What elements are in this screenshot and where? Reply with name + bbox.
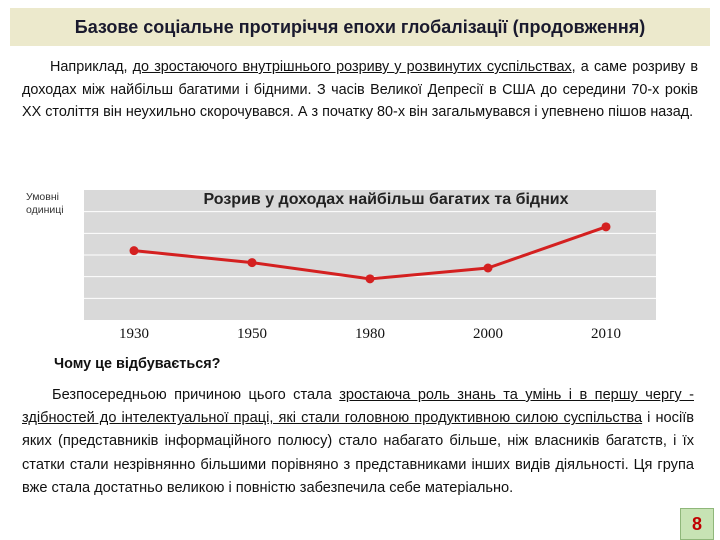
x-tick-label: 1930 [119,326,149,342]
data-point [129,246,139,256]
x-tick-label: 2000 [473,326,503,342]
income-gap-chart: Розрив у доходах найбільш багатих та бід… [20,180,660,352]
x-tick-label: 2010 [591,326,621,342]
intro-underlined: до зростаючого внутрішнього розриву у ро… [132,59,572,75]
chart-svg: Розрив у доходах найбільш багатих та бід… [26,190,656,342]
data-point [365,274,375,284]
y-axis-label: Умовні [26,191,59,203]
answer-underlined: зростаюча роль знань та умінь і в першу … [22,387,694,427]
title-band: Базове соціальне протиріччя епохи глобал… [10,8,710,46]
answer-text: Безпосередньою причиною цього стала зрос… [22,384,694,500]
answer-part-1: Безпосередньою причиною цього стала [52,387,340,403]
data-point [483,263,493,273]
intro-part-1: Наприклад, [50,59,133,75]
data-point [247,258,257,268]
chart-title: Розрив у доходах найбільш багатих та бід… [204,191,569,208]
answer-paragraph: Безпосередньою причиною цього стала зрос… [22,384,694,500]
answer-part-2: і носіїв яких (представників інформаційн… [22,410,695,496]
question-heading: Чому це відбувається? [54,356,221,372]
intro-part-2: , а саме розриву в доходах між найбільш … [22,59,698,120]
x-tick-label: 1980 [355,326,385,342]
data-point [601,222,611,232]
intro-paragraph: Наприклад, до зростаючого внутрішнього р… [22,56,698,124]
y-axis-label: одиниці [26,204,64,216]
page-number: 8 [680,508,714,540]
intro-text: Наприклад, до зростаючого внутрішнього р… [22,56,698,124]
x-tick-label: 1950 [237,326,267,342]
slide-title: Базове соціальне протиріччя епохи глобал… [74,17,646,37]
